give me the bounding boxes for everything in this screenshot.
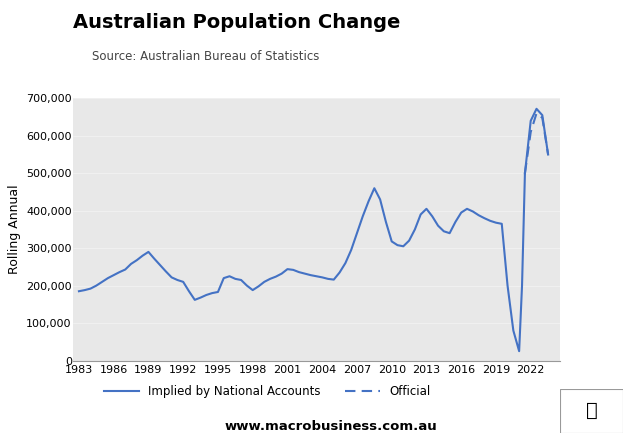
Text: 🐺: 🐺 xyxy=(586,401,597,420)
Text: Source: Australian Bureau of Statistics: Source: Australian Bureau of Statistics xyxy=(92,50,320,63)
Y-axis label: Rolling Annual: Rolling Annual xyxy=(8,184,20,274)
Text: BUSINESS: BUSINESS xyxy=(536,43,612,57)
Text: www.macrobusiness.com.au: www.macrobusiness.com.au xyxy=(225,420,437,433)
Legend: Implied by National Accounts, Official: Implied by National Accounts, Official xyxy=(99,380,436,402)
Text: Australian Population Change: Australian Population Change xyxy=(73,13,401,32)
Text: MACRO: MACRO xyxy=(545,21,603,35)
